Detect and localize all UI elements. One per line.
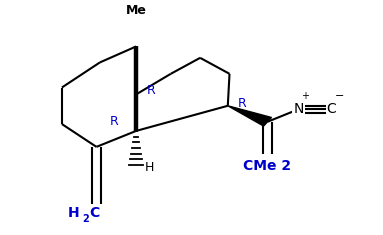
Text: Me: Me (126, 4, 147, 17)
Text: R: R (237, 98, 246, 110)
Text: +: + (301, 91, 309, 101)
Text: R: R (110, 115, 118, 128)
Text: N: N (293, 102, 304, 116)
Text: 2: 2 (83, 214, 89, 224)
Text: C: C (327, 102, 336, 116)
Text: H: H (145, 161, 154, 174)
Polygon shape (228, 106, 272, 126)
Text: −: − (334, 91, 344, 101)
Text: R: R (146, 84, 155, 97)
Text: H: H (68, 206, 80, 220)
Text: C: C (90, 206, 100, 220)
Text: CMe 2: CMe 2 (244, 159, 291, 173)
